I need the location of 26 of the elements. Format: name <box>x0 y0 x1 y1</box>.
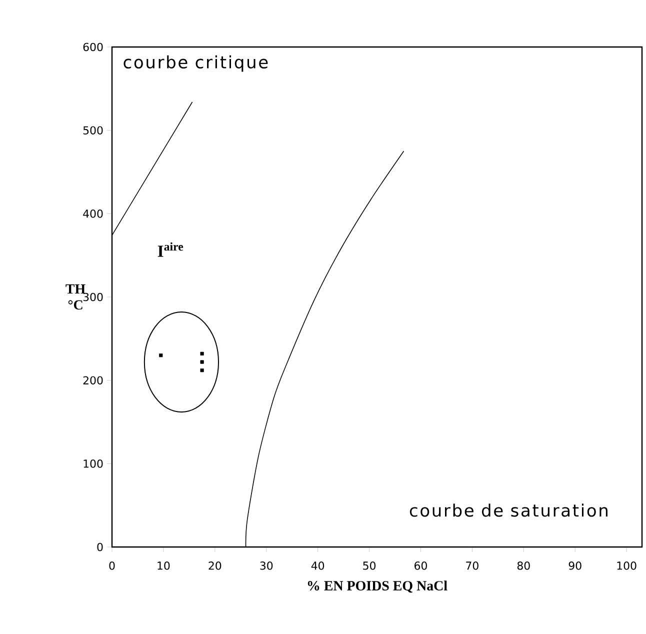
x-tick-label: 0 <box>109 562 115 570</box>
x-tick-label: 100 <box>617 562 636 570</box>
point <box>200 368 204 372</box>
point <box>200 352 204 356</box>
x-tick-label: 50 <box>363 562 376 570</box>
annotation: courbe critique <box>124 55 268 72</box>
y-tick-label: 400 <box>83 210 103 218</box>
point <box>159 354 163 358</box>
y-tick-label: 300 <box>83 292 103 302</box>
x-tick-label: 30 <box>260 562 273 570</box>
x-axis-title: % EN POIDS EQ NaCl <box>308 580 448 593</box>
y-tick-label: 200 <box>83 376 103 384</box>
y-tick-label: 0 <box>97 542 103 552</box>
y-tick-label: 500 <box>83 126 103 134</box>
x-tick-label: 60 <box>414 562 427 570</box>
y-tick-label: 100 <box>84 460 103 468</box>
x-tick-label: 20 <box>208 562 222 570</box>
point <box>200 360 204 364</box>
x-tick-label: 80 <box>517 562 530 570</box>
x-tick-label: 40 <box>311 562 324 570</box>
y-tick-label: 600 <box>83 42 103 52</box>
annotation: courbe de saturation <box>410 504 608 517</box>
x-tick-label: 70 <box>466 562 478 570</box>
x-tick-label: 10 <box>158 562 170 570</box>
annotation: I$^{aire}$ <box>158 242 184 257</box>
x-tick-label: 90 <box>568 562 582 570</box>
